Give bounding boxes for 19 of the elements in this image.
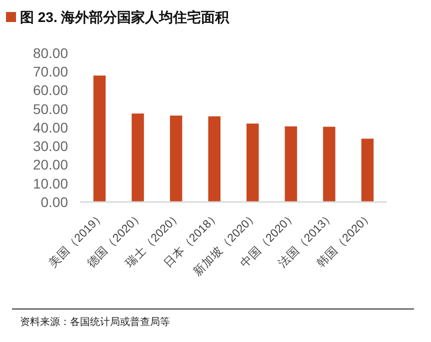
y-tick-label: 50.00 bbox=[32, 100, 68, 117]
y-tick-label: 20.00 bbox=[32, 156, 68, 173]
y-tick-label: 0.00 bbox=[40, 194, 68, 210]
bar bbox=[132, 114, 144, 202]
y-tick-label: 80.00 bbox=[32, 44, 68, 61]
bar bbox=[208, 116, 220, 202]
bar bbox=[323, 126, 336, 202]
bar bbox=[361, 138, 374, 202]
bar bbox=[170, 116, 182, 202]
y-tick-label: 30.00 bbox=[32, 138, 68, 154]
bar bbox=[246, 124, 259, 202]
y-tick-label: 10.00 bbox=[32, 175, 68, 192]
bar bbox=[93, 76, 106, 202]
y-tick-label: 70.00 bbox=[32, 64, 68, 80]
y-tick-label: 40.00 bbox=[32, 119, 68, 136]
bar bbox=[284, 126, 298, 202]
y-tick-label: 60.00 bbox=[32, 82, 68, 98]
chart-title: 图 23. 海外部分国家人均住宅面积 bbox=[20, 9, 230, 25]
text: 资料来源：各国统计局或普查局等 bbox=[20, 316, 170, 328]
